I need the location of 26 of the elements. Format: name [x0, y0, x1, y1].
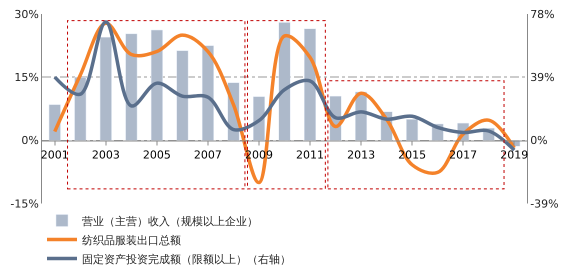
y2-tick-label: 0% — [530, 134, 548, 148]
x-tick-label: 2007 — [194, 148, 222, 162]
x-tick-label: 2013 — [347, 148, 376, 162]
x-tick-label: 2001 — [40, 148, 69, 162]
y2-tick-label: 78% — [530, 8, 555, 21]
bar — [176, 50, 188, 141]
x-tick-label: 2011 — [296, 148, 324, 162]
bar — [100, 36, 112, 141]
bar — [406, 119, 418, 141]
legend-label: 营业（主营）收入（规模以上企业） — [82, 214, 258, 228]
x-tick-label: 2005 — [142, 148, 171, 162]
line-series — [53, 20, 516, 152]
y-tick-label: 0% — [21, 134, 39, 148]
y2-tick-label: -39% — [530, 197, 559, 210]
y-tick-label: -15% — [10, 197, 39, 210]
y-tick-label: 30% — [14, 8, 39, 21]
bar — [125, 34, 138, 141]
bar — [304, 28, 316, 141]
y-tick-label: 15% — [14, 71, 39, 84]
x-tick-label: 2003 — [92, 148, 120, 162]
y2-tick-label: 39% — [530, 71, 555, 84]
legend-label: 纺织品服装出口总额 — [82, 234, 181, 247]
legend-label: 固定资产投资完成额（限额以上）（右轴） — [82, 252, 291, 266]
x-tick-label: 2019 — [500, 148, 528, 162]
bar — [150, 30, 163, 141]
bar — [278, 22, 290, 141]
